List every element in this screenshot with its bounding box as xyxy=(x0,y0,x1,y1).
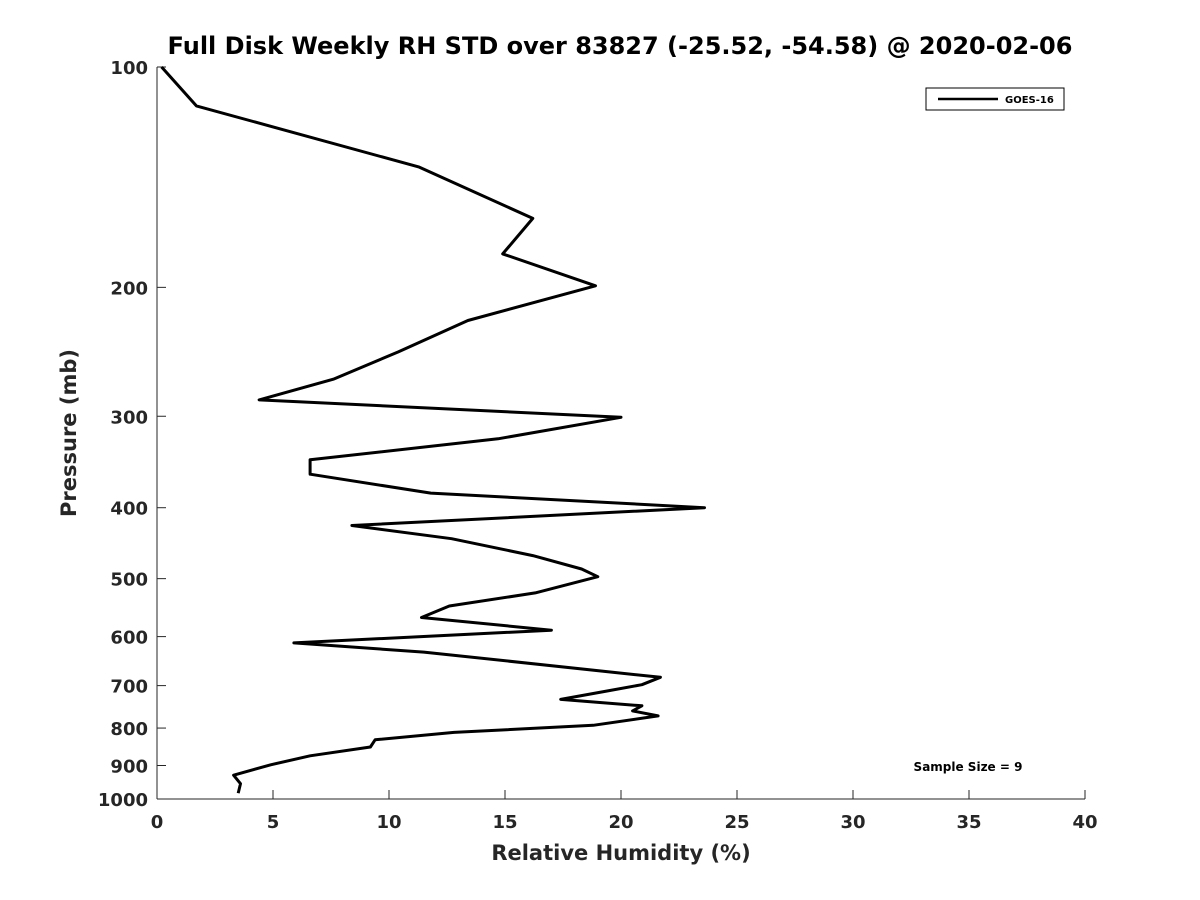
y-axis-label: Pressure (mb) xyxy=(57,349,81,517)
x-tick-label: 10 xyxy=(376,812,401,833)
x-tick-label: 30 xyxy=(840,812,865,833)
y-tick-label: 500 xyxy=(110,570,148,591)
series-group xyxy=(160,65,706,794)
legend-label-goes-16: GOES-16 xyxy=(1005,95,1054,106)
x-tick-label: 5 xyxy=(267,812,280,833)
y-tick-label: 600 xyxy=(110,628,148,649)
plot-area: 0 5 10 15 20 25 30 35 40 100 200 300 400 500 600 700 80… xyxy=(98,58,1098,833)
x-tick-label: 20 xyxy=(608,812,633,833)
x-tick-label: 35 xyxy=(956,812,981,833)
x-tick-label: 0 xyxy=(151,812,164,833)
x-tick-label: 15 xyxy=(492,812,517,833)
chart-title: Full Disk Weekly RH STD over 83827 (-25.… xyxy=(168,32,1073,60)
series-line-goes-16 xyxy=(160,65,706,794)
y-tick-label: 800 xyxy=(110,719,148,740)
x-tick-label: 40 xyxy=(1072,812,1097,833)
x-axis-label: Relative Humidity (%) xyxy=(491,841,750,865)
y-tick-label: 100 xyxy=(110,58,148,79)
y-tick-label: 200 xyxy=(110,278,148,299)
x-tick-label: 25 xyxy=(724,812,749,833)
sample-size-annotation: Sample Size = 9 xyxy=(914,760,1023,774)
x-ticks: 0 5 10 15 20 25 30 35 40 xyxy=(151,790,1098,833)
y-tick-label: 700 xyxy=(110,677,148,698)
y-tick-label: 900 xyxy=(110,757,148,778)
y-tick-label: 1000 xyxy=(98,790,148,811)
legend: GOES-16 xyxy=(925,87,1065,111)
y-ticks: 100 200 300 400 500 600 700 800 900 1000 xyxy=(98,58,166,811)
y-tick-label: 300 xyxy=(110,407,148,428)
y-tick-label: 400 xyxy=(110,499,148,520)
